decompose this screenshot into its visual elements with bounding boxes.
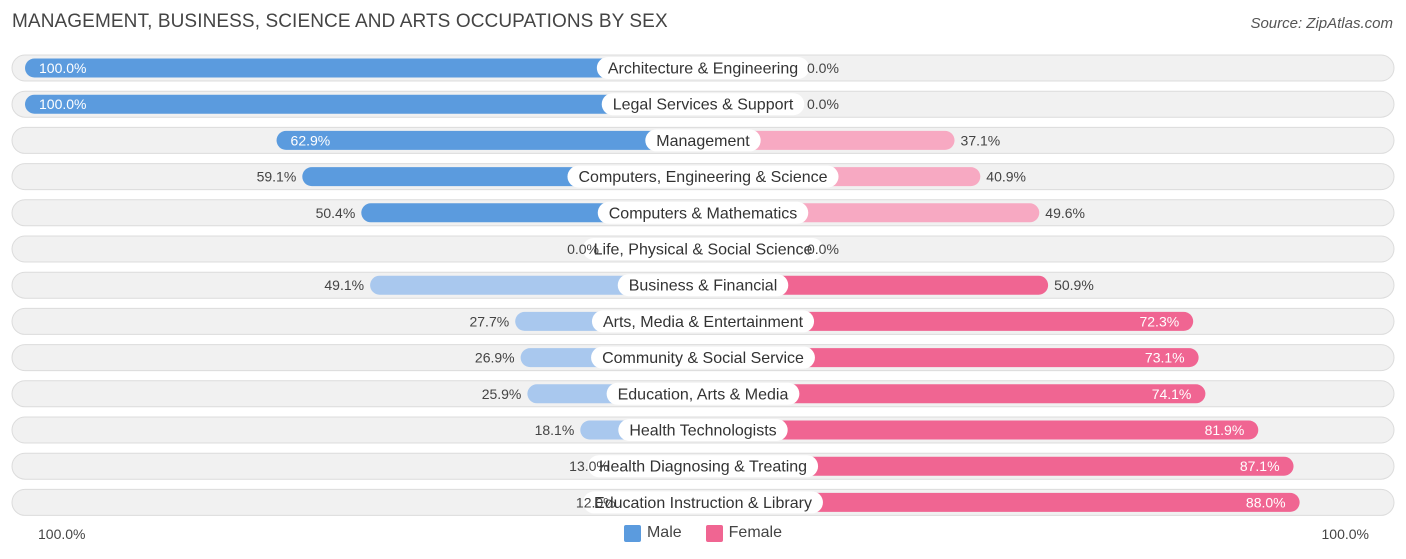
male-value-label: 0.0% — [567, 241, 599, 257]
bar-female — [693, 384, 1206, 404]
category-label: Community & Social Service — [602, 350, 804, 367]
category-label-bg — [567, 165, 839, 188]
category-label: Business & Financial — [629, 278, 778, 295]
category-label: Arts, Media & Entertainment — [603, 314, 804, 331]
category-label: Life, Physical & Social Science — [594, 242, 813, 259]
female-value-label: 50.9% — [1054, 277, 1094, 293]
category-label-bg — [617, 274, 789, 297]
bar-female — [693, 456, 1294, 476]
female-value-label: 72.3% — [1139, 313, 1179, 329]
male-value-label: 100.0% — [39, 60, 86, 76]
female-value-label: 0.0% — [807, 96, 839, 112]
category-label-bg — [587, 455, 819, 478]
bar-row: Computers, Engineering & Science 59.1% 40.… — [11, 163, 1395, 191]
male-value-label: 100.0% — [39, 96, 86, 112]
female-value-label: 73.1% — [1145, 350, 1185, 366]
category-label-bg — [597, 201, 809, 224]
bar-row: Community & Social Service 26.9% 73.1% — [11, 344, 1395, 372]
legend-item-male[interactable]: Male — [623, 524, 682, 542]
chart-title: MANAGEMENT, BUSINESS, SCIENCE AND ARTS O… — [12, 11, 668, 32]
female-value-label: 87.1% — [1240, 458, 1280, 474]
bar-row: Computers & Mathematics 50.4% 49.6% — [11, 199, 1395, 227]
bar-female — [693, 492, 1300, 512]
category-label: Computers, Engineering & Science — [578, 169, 827, 186]
bar-male — [276, 130, 713, 150]
male-value-label: 62.9% — [291, 132, 331, 148]
legend-item-female[interactable]: Female — [705, 524, 783, 542]
category-label: Architecture & Engineering — [608, 61, 798, 78]
category-label: Health Technologists — [629, 423, 776, 440]
male-value-label: 12.0% — [576, 494, 616, 510]
bar-male — [25, 94, 713, 114]
category-label-bg — [591, 310, 815, 333]
male-value-label: 18.1% — [535, 422, 575, 438]
male-value-label: 59.1% — [257, 169, 297, 185]
category-label-bg — [583, 491, 823, 514]
axis-right-label: 100.0% — [1321, 526, 1369, 542]
category-label: Legal Services & Support — [613, 97, 794, 114]
axis-left-label: 100.0% — [38, 526, 86, 542]
female-value-label: 81.9% — [1205, 422, 1245, 438]
category-label: Management — [656, 133, 750, 150]
category-label-bg — [645, 129, 761, 152]
bar-row: Business & Financial 49.1% 50.9% — [11, 271, 1395, 299]
female-value-label: 0.0% — [807, 241, 839, 257]
male-value-label: 26.9% — [475, 350, 515, 366]
bar-row: Health Technologists 18.1% 81.9% — [11, 416, 1395, 444]
male-value-label: 25.9% — [482, 386, 522, 402]
legend-label-female: Female — [728, 524, 783, 541]
female-value-label: 74.1% — [1152, 386, 1192, 402]
bar-row: Education, Arts & Media 25.9% 74.1% — [11, 380, 1395, 408]
female-value-label: 49.6% — [1045, 205, 1085, 221]
female-value-label: 37.1% — [961, 132, 1001, 148]
male-value-label: 49.1% — [324, 277, 364, 293]
category-label: Health Diagnosing & Treating — [599, 459, 807, 476]
legend: Male Female — [0, 524, 1406, 542]
male-value-label: 50.4% — [316, 205, 356, 221]
bar-female — [693, 311, 1194, 331]
category-label: Computers & Mathematics — [609, 205, 798, 222]
male-value-label: 27.7% — [469, 313, 509, 329]
bar-row: Architecture & Engineering 100.0% 0.0% — [11, 54, 1395, 82]
category-label-bg — [582, 238, 824, 260]
chart-source: Source: ZipAtlas.com — [1250, 15, 1393, 32]
bar-female — [693, 420, 1259, 440]
female-value-label: 88.0% — [1246, 494, 1286, 510]
legend-swatch-female — [705, 524, 723, 542]
bar-row: Legal Services & Support 100.0% 0.0% — [11, 90, 1395, 118]
legend-label-male: Male — [646, 524, 682, 541]
category-label-bg — [596, 57, 810, 79]
category-label: Education Instruction & Library — [594, 495, 812, 512]
female-value-label: 40.9% — [986, 169, 1026, 185]
female-value-label: 0.0% — [807, 60, 839, 76]
legend-swatch-male — [623, 524, 641, 542]
bar-male — [25, 58, 713, 78]
category-label-bg — [618, 419, 788, 441]
category-label-bg — [591, 346, 815, 369]
bar-female — [693, 348, 1199, 368]
male-value-label: 13.0% — [569, 458, 609, 474]
category-label-bg — [601, 93, 805, 116]
bar-row: Arts, Media & Entertainment 27.7% 72.3% — [11, 307, 1395, 335]
category-label-bg — [606, 382, 800, 405]
bar-row: Management 62.9% 37.1% — [11, 126, 1395, 154]
category-label: Education, Arts & Media — [618, 386, 789, 403]
